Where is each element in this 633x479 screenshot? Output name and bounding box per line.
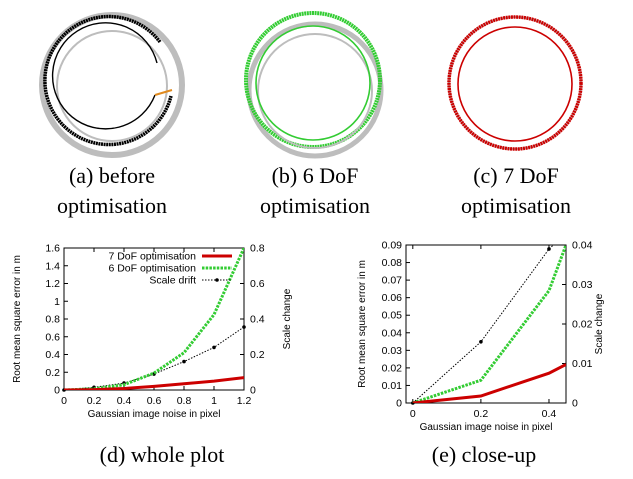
series-line-7-dof-optimisation [64,376,244,390]
loop-gap-segment [154,89,173,96]
y-axis-label: Root mean square error in m [357,260,368,388]
y2-axis-label: Scale change [282,288,293,349]
y-tick-label: 0.4 [45,349,60,361]
caption-a-line1: (a) before [69,163,155,188]
scale-drift-point [212,345,216,350]
y2-tick-label: 0.01 [572,358,593,370]
y-tick-label: 0.2 [45,367,60,379]
y2-tick-label: 0 [572,398,578,410]
caption-a-line2: optimisation [57,193,167,218]
x-tick-label: 1 [211,395,217,407]
caption-c-line2: optimisation [461,193,571,218]
y-tick-label: 0.6 [45,331,60,343]
y2-tick-label: 0.02 [572,319,593,331]
caption-b-line2: optimisation [260,193,370,218]
series-line-scale-drift [412,245,555,403]
chart-close-up: 0 0.2 0.4 0 0.01 0.02 0.03 0.04 0.05 0.06 0.07 0.08… [357,240,605,434]
caption-c-line1: (c) 7 DoF [473,163,559,188]
seven-dof-inner-ring [457,26,573,142]
six-dof-inner-ring [255,25,371,141]
y-tick-label: 0.03 [382,345,403,357]
x-tick-label: 0.6 [147,395,162,407]
y2-axis-label: Scale change [594,293,605,354]
series-line-7-dof-optimisation [412,363,566,403]
y-tick-label: 0 [54,385,60,397]
x-tick-label: 0.2 [474,408,489,420]
x-tick-label: 0.8 [177,395,192,407]
y-tick-label: 0.02 [382,362,403,374]
panel-c-trajectory [447,15,583,151]
y2-tick-label: 0.03 [572,279,593,291]
y-tick-label: 1.4 [45,260,60,272]
y-tick-label: 0.07 [382,275,403,287]
seven-dof-outer-ring [447,15,583,151]
series-line-6-dof-optimisation [412,245,566,403]
scale-drift-point [182,359,186,364]
y-tick-label: 1.2 [45,278,60,290]
legend-label: 7 DoF optimisation [108,251,196,263]
x-axis-label: Gaussian image noise in pixel [420,422,553,433]
scale-drift-point [242,325,246,329]
y2-tick-label: 0.2 [250,349,265,361]
y-tick-label: 0 [396,398,402,410]
ground-truth-outer-ring [246,21,384,159]
x-axis-label: Gaussian image noise in pixel [88,409,221,420]
caption-b-line1: (b) 6 DoF [272,163,359,188]
legend-label: 6 DoF optimisation [108,263,196,275]
scale-drift-point [547,247,551,251]
scale-drift-point [479,339,483,344]
x-tick-label: 0.2 [87,395,102,407]
y-tick-label: 0.08 [382,257,403,269]
caption-d: (d) whole plot [100,442,225,467]
trajectory-before-inner [51,22,158,130]
y2-tick-label: 0.6 [250,278,265,290]
y-axis-label: Root mean square error in m [12,255,23,383]
x-tick-label: 0 [61,395,67,407]
plot-frame [405,244,567,404]
x-tick-label: 0.4 [117,395,132,407]
ground-truth-inner-ring [257,33,373,149]
ground-truth-inner-ring [56,30,168,142]
trajectory-before-outer [43,14,173,147]
panel-a-trajectory [39,12,185,158]
y-tick-label: 1.6 [45,243,60,255]
y2-tick-label: 0.4 [250,314,265,326]
x-tick-label: 1.2 [237,395,252,407]
legend-swatch-marker [215,278,219,282]
y-tick-label: 0.05 [382,310,403,322]
y-tick-label: 0.01 [382,380,403,392]
y-tick-label: 0.8 [45,314,60,326]
y-tick-label: 0.04 [382,327,403,339]
y2-tick-label: 0.04 [572,240,593,252]
panel-b-trajectory [244,11,384,159]
legend-label: Scale drift [149,275,196,287]
x-tick-label: 0 [410,408,416,420]
y-tick-label: 0.09 [382,240,403,252]
y2-tick-label: 0.8 [250,243,265,255]
y-tick-label: 0.06 [382,292,403,304]
x-tick-label: 0.4 [542,408,557,420]
caption-e: (e) close-up [432,442,536,467]
chart-whole-plot: 0 0.2 0.4 0.6 0.8 1 1.200.20.40.60.811.21.41.6… [12,243,293,421]
y-tick-label: 1 [54,296,60,308]
y2-tick-label: 0 [250,385,256,397]
